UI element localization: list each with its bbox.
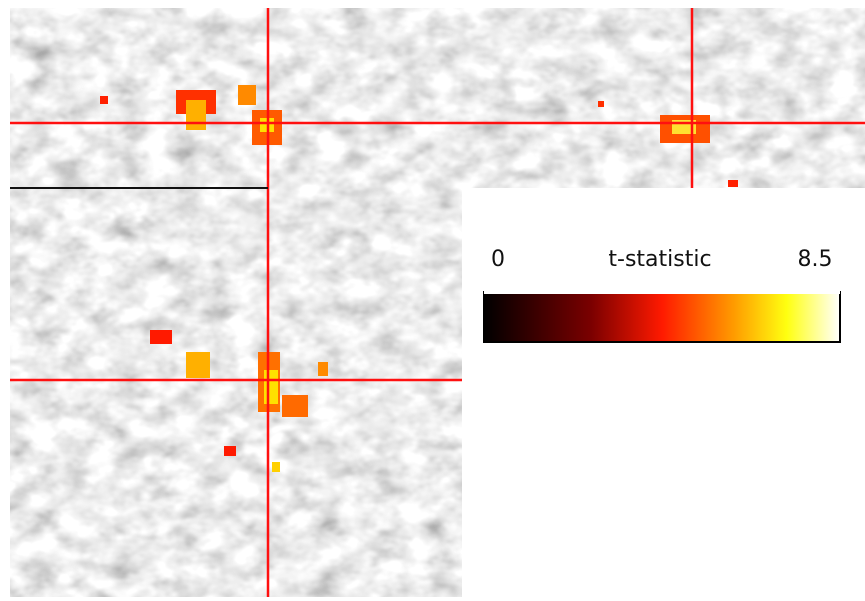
axial-slice xyxy=(10,188,462,597)
colorbar-title: t-statistic xyxy=(608,247,711,272)
figure: 0 t-statistic 8.5 xyxy=(0,0,865,597)
coronal-slice xyxy=(10,8,462,188)
colorbar xyxy=(484,292,840,342)
sagittal-slice xyxy=(462,8,865,188)
colorbar-max-label: 8.5 xyxy=(798,247,833,272)
colorbar-min-label: 0 xyxy=(491,247,505,272)
page: 0 t-statistic 8.5 (() => { const data = … xyxy=(0,0,865,597)
